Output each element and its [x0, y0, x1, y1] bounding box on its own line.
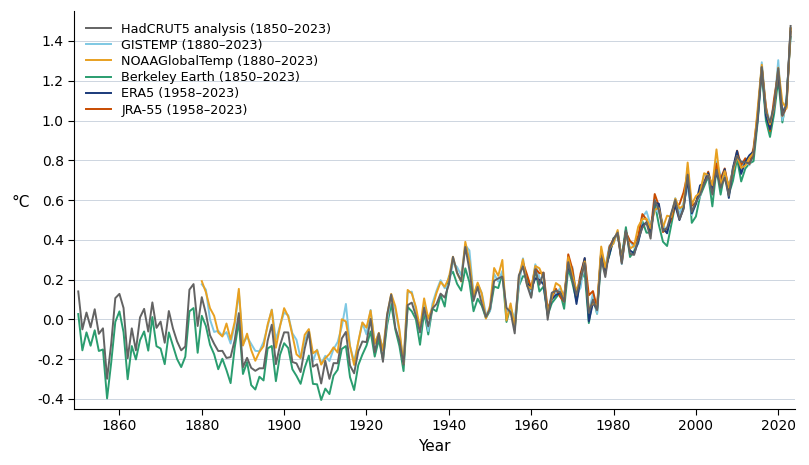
- ERA5 (1958–2023): [786, 29, 795, 34]
- GISTEMP (1880–2023): [197, 281, 206, 287]
- NOAAGlobalTemp (1880–2023): [197, 279, 206, 284]
- NOAAGlobalTemp (1880–2023): [683, 160, 693, 166]
- HadCRUT5 analysis (1850–2023): [786, 23, 795, 29]
- GISTEMP (1880–2023): [238, 341, 248, 346]
- Berkeley Earth (1850–2023): [147, 314, 157, 320]
- GISTEMP (1880–2023): [675, 212, 684, 218]
- ERA5 (1958–2023): [584, 319, 594, 324]
- JRA-55 (1958–2023): [539, 270, 549, 275]
- Berkeley Earth (1850–2023): [316, 397, 326, 403]
- Berkeley Earth (1850–2023): [547, 300, 557, 306]
- NOAAGlobalTemp (1880–2023): [621, 229, 631, 235]
- GISTEMP (1880–2023): [382, 318, 392, 324]
- ERA5 (1958–2023): [539, 282, 549, 287]
- JRA-55 (1958–2023): [769, 95, 779, 101]
- Line: Berkeley Earth (1850–2023): Berkeley Earth (1850–2023): [78, 37, 790, 400]
- NOAAGlobalTemp (1880–2023): [283, 314, 293, 319]
- GISTEMP (1880–2023): [683, 184, 693, 189]
- NOAAGlobalTemp (1880–2023): [786, 25, 795, 31]
- Legend: HadCRUT5 analysis (1850–2023), GISTEMP (1880–2023), NOAAGlobalTemp (1880–2023), : HadCRUT5 analysis (1850–2023), GISTEMP (…: [81, 18, 337, 122]
- ERA5 (1958–2023): [732, 148, 742, 154]
- JRA-55 (1958–2023): [732, 148, 742, 153]
- NOAAGlobalTemp (1880–2023): [238, 343, 248, 348]
- Line: NOAAGlobalTemp (1880–2023): NOAAGlobalTemp (1880–2023): [201, 28, 790, 365]
- JRA-55 (1958–2023): [604, 244, 614, 250]
- NOAAGlobalTemp (1880–2023): [675, 206, 684, 211]
- HadCRUT5 analysis (1850–2023): [547, 290, 557, 296]
- GISTEMP (1880–2023): [621, 230, 631, 236]
- JRA-55 (1958–2023): [786, 26, 795, 32]
- Line: GISTEMP (1880–2023): GISTEMP (1880–2023): [201, 28, 790, 364]
- HadCRUT5 analysis (1850–2023): [604, 246, 614, 252]
- HadCRUT5 analysis (1850–2023): [102, 376, 112, 382]
- Berkeley Earth (1850–2023): [102, 396, 112, 401]
- HadCRUT5 analysis (1850–2023): [316, 381, 326, 386]
- X-axis label: Year: Year: [418, 439, 451, 454]
- JRA-55 (1958–2023): [637, 211, 647, 217]
- ERA5 (1958–2023): [604, 252, 614, 257]
- NOAAGlobalTemp (1880–2023): [349, 362, 359, 368]
- HadCRUT5 analysis (1850–2023): [74, 289, 83, 294]
- GISTEMP (1880–2023): [786, 25, 795, 31]
- NOAAGlobalTemp (1880–2023): [382, 312, 392, 318]
- Line: HadCRUT5 analysis (1850–2023): HadCRUT5 analysis (1850–2023): [78, 26, 790, 384]
- Berkeley Earth (1850–2023): [460, 266, 470, 271]
- Line: ERA5 (1958–2023): ERA5 (1958–2023): [523, 32, 790, 321]
- GISTEMP (1880–2023): [316, 361, 326, 366]
- ERA5 (1958–2023): [769, 105, 779, 111]
- JRA-55 (1958–2023): [543, 307, 553, 312]
- JRA-55 (1958–2023): [588, 288, 598, 294]
- ERA5 (1958–2023): [588, 300, 598, 306]
- Line: JRA-55 (1958–2023): JRA-55 (1958–2023): [523, 29, 790, 310]
- Berkeley Earth (1850–2023): [604, 252, 614, 258]
- HadCRUT5 analysis (1850–2023): [147, 299, 157, 305]
- Berkeley Earth (1850–2023): [74, 311, 83, 317]
- ERA5 (1958–2023): [637, 223, 647, 228]
- JRA-55 (1958–2023): [518, 260, 527, 266]
- GISTEMP (1880–2023): [283, 312, 293, 318]
- ERA5 (1958–2023): [518, 260, 527, 266]
- HadCRUT5 analysis (1850–2023): [82, 310, 91, 315]
- Berkeley Earth (1850–2023): [786, 34, 795, 40]
- HadCRUT5 analysis (1850–2023): [460, 244, 470, 250]
- Berkeley Earth (1850–2023): [82, 330, 91, 335]
- Y-axis label: °C: °C: [11, 195, 29, 210]
